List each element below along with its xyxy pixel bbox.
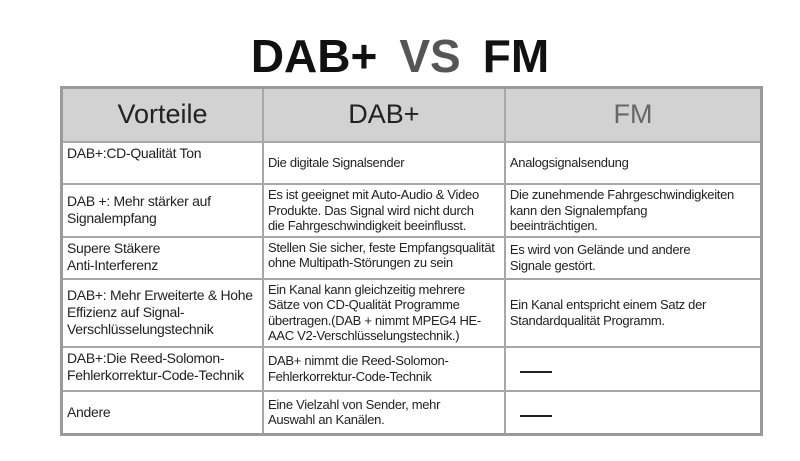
fm-cell: Ein Kanal entspricht einem Satz der Stan… (503, 277, 763, 348)
dash-placeholder (519, 370, 552, 373)
feature-cell: DAB+:CD-Qualität Ton (60, 141, 264, 185)
dash-placeholder (519, 414, 552, 417)
title-vs: VS (399, 30, 461, 82)
feature-cell: Supere Stäkere Anti-Interferenz (60, 235, 264, 280)
dab-cell: Es ist geeignet mit Auto-Audio & Video P… (261, 183, 506, 238)
fm-cell (503, 389, 763, 436)
table-row: DAB+: Mehr Erweiterte & Hohe Effizienz a… (60, 277, 763, 348)
header-dab: DAB+ (261, 86, 506, 143)
table-row: Supere Stäkere Anti-Interferenz Stellen … (60, 235, 763, 280)
fm-cell (503, 345, 763, 392)
feature-cell: DAB +: Mehr stärker auf Signalempfang (60, 183, 264, 238)
table-row: DAB +: Mehr stärker auf Signalempfang Es… (60, 183, 763, 238)
feature-cell: DAB+: Mehr Erweiterte & Hohe Effizienz a… (60, 277, 264, 348)
header-row: Vorteile DAB+ FM (60, 86, 763, 143)
feature-cell: Andere (60, 389, 264, 436)
fm-cell: Analogsignalsendung (503, 141, 763, 185)
title-fm: FM (482, 30, 550, 82)
fm-cell: Es wird von Gelände und andere Signale g… (503, 235, 763, 280)
table-row: DAB+:Die Reed-Solomon- Fehlerkorrektur-C… (60, 345, 763, 392)
feature-cell: DAB+:Die Reed-Solomon- Fehlerkorrektur-C… (60, 345, 264, 392)
dab-cell: Ein Kanal kann gleichzeitig mehrere Sätz… (261, 277, 506, 348)
fm-cell: Die zunehmende Fahrgeschwindigkeiten kan… (503, 183, 763, 238)
header-vorteile: Vorteile (60, 86, 264, 143)
dab-cell: Stellen Sie sicher, feste Empfangsqualit… (261, 235, 506, 280)
title-dab: DAB+ (250, 30, 378, 82)
table-row: DAB+:CD-Qualität Ton Die digitale Signal… (60, 141, 763, 185)
table-row: Andere Eine Vielzahl von Sender, mehr Au… (60, 389, 763, 436)
dab-cell: Die digitale Signalsender (261, 141, 506, 185)
page-title: DAB+ VS FM (0, 28, 800, 84)
comparison-table: Vorteile DAB+ FM DAB+:CD-Qualität Ton Di… (60, 86, 763, 436)
header-fm: FM (503, 86, 763, 143)
dab-cell: DAB+ nimmt die Reed-Solomon- Fehlerkorre… (261, 345, 506, 392)
dab-cell: Eine Vielzahl von Sender, mehr Auswahl a… (261, 389, 506, 436)
